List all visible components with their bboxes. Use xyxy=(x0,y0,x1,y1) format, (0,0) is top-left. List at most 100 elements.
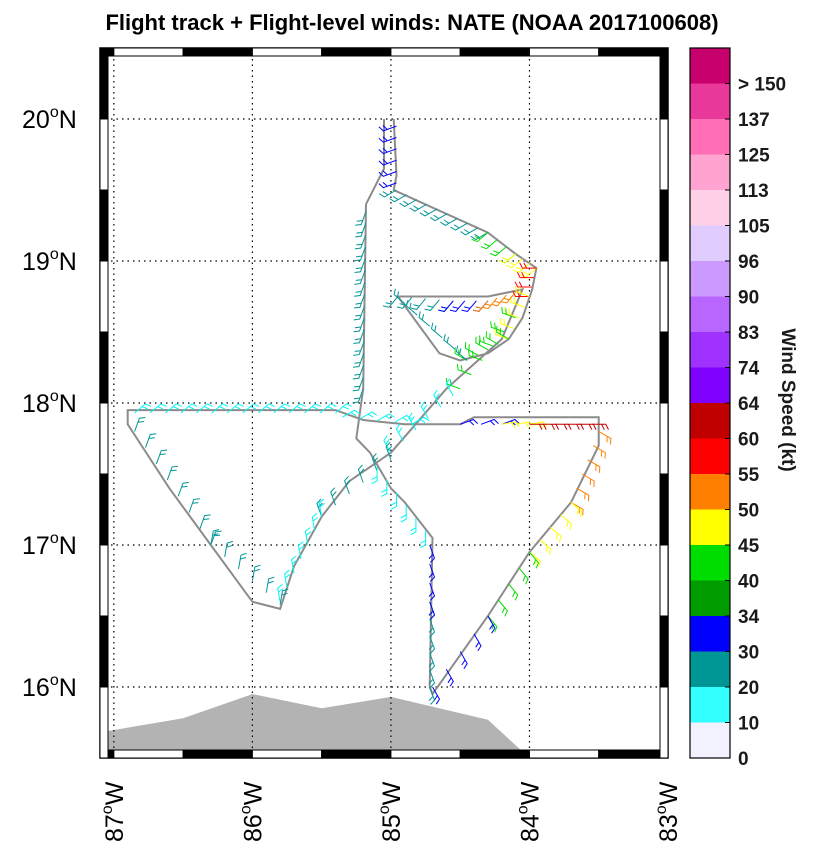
wind-barb xyxy=(251,564,261,581)
wind-barb xyxy=(454,347,468,361)
wind-barb xyxy=(549,526,562,543)
wind-barb xyxy=(165,403,182,414)
frame-tick-top xyxy=(598,47,669,57)
frame-tick-left xyxy=(99,473,109,546)
wind-barb xyxy=(440,217,458,226)
frame-tick-right xyxy=(659,331,669,404)
frame-tick-left xyxy=(99,686,109,759)
frame-tick-right xyxy=(659,615,669,688)
colorbar-tick-label: 74 xyxy=(738,359,760,380)
colorbar-bin xyxy=(690,722,730,758)
wind-barb xyxy=(379,189,397,198)
wind-barb xyxy=(357,464,365,483)
lat-tick-number: 19 xyxy=(22,248,50,276)
frame-tick-top xyxy=(113,47,184,57)
wind-barb xyxy=(288,403,306,414)
wind-barb xyxy=(499,317,515,329)
wind-barb xyxy=(265,576,275,593)
barb-group xyxy=(383,378,454,453)
wind-barb xyxy=(468,349,483,361)
barb-group xyxy=(342,409,430,425)
wind-barb xyxy=(378,136,397,143)
wind-barb xyxy=(371,453,379,472)
wind-barb xyxy=(408,412,417,431)
colorbar-title: Wind Speed (kt) xyxy=(777,328,798,471)
colorbar-bin xyxy=(690,403,730,439)
wind-barb xyxy=(455,345,468,361)
barb-group xyxy=(379,189,489,241)
wind-barb xyxy=(199,514,211,529)
wind-barb xyxy=(529,551,541,568)
wind-barb xyxy=(177,481,189,497)
wind-barb xyxy=(394,414,412,423)
barb-group xyxy=(428,544,436,620)
wind-barb xyxy=(508,583,519,601)
lat-tick-label: 18oN xyxy=(22,388,77,418)
wind-barb xyxy=(304,527,312,546)
wind-barb xyxy=(226,403,244,414)
colorbar-bin xyxy=(690,509,730,545)
wind-barb xyxy=(470,232,489,241)
wind-barb xyxy=(353,305,365,321)
lat-hemisphere: N xyxy=(59,248,77,276)
colorbar-tick-label: 96 xyxy=(738,252,759,273)
graticule xyxy=(100,48,668,758)
lon-hemisphere: W xyxy=(378,781,406,805)
map-plot-area xyxy=(99,47,669,759)
frame-tick-bottom xyxy=(113,749,184,759)
wind-barb xyxy=(506,258,523,269)
wind-barb xyxy=(238,552,247,569)
frame-tick-top xyxy=(321,47,392,57)
wind-barb xyxy=(352,364,365,380)
frame-tick-left xyxy=(99,331,109,404)
wind-barb xyxy=(450,222,468,231)
wind-barb xyxy=(430,322,443,339)
wind-barb xyxy=(134,403,152,414)
wind-barb xyxy=(460,418,479,426)
wind-barb xyxy=(514,281,532,288)
frame-tick-bottom xyxy=(598,749,669,759)
wind-barb xyxy=(539,539,552,555)
barb-group xyxy=(134,403,352,414)
lat-tick-number: 17 xyxy=(22,532,50,560)
wind-barb xyxy=(311,513,319,531)
wind-barb xyxy=(496,326,509,340)
figure-title: Flight track + Flight-level winds: NATE … xyxy=(105,10,718,35)
lat-tick-label: 20oN xyxy=(22,104,77,134)
colorbar-bin xyxy=(690,332,730,368)
frame-tick-right xyxy=(659,260,669,333)
colorbar-tick-label: 45 xyxy=(738,536,760,557)
wind-barb xyxy=(395,423,404,442)
wind-barb xyxy=(428,544,436,563)
colorbar-bin xyxy=(690,367,730,403)
wind-barb xyxy=(570,501,584,516)
colorbar-bin xyxy=(690,545,730,581)
wind-barb xyxy=(382,296,399,308)
wind-barb xyxy=(378,125,397,132)
colorbar-bin xyxy=(690,687,730,723)
degree-symbol: o xyxy=(50,388,59,405)
colorbar-tick-label: > 150 xyxy=(738,75,786,96)
wind-barb xyxy=(290,555,298,574)
colorbar-tick-label: 90 xyxy=(738,288,759,309)
wind-barb xyxy=(411,416,430,425)
wind-barb xyxy=(409,203,428,212)
wind-barb xyxy=(180,403,198,414)
frame-tick-top xyxy=(528,47,600,57)
lon-tick-number: 84 xyxy=(516,814,544,842)
wind-barb xyxy=(420,401,429,419)
barb-group xyxy=(134,417,222,546)
wind-barb xyxy=(396,297,413,309)
wind-barb xyxy=(443,334,456,350)
colorbar-tick-label: 64 xyxy=(738,394,760,415)
lon-tick-label: 87oW xyxy=(99,781,129,842)
wind-barb xyxy=(355,222,367,238)
barb-group xyxy=(378,125,397,189)
wind-barb xyxy=(352,376,364,392)
frame-tick-bottom xyxy=(182,749,253,759)
colorbar-bin xyxy=(690,296,730,332)
frame-tick-bottom xyxy=(390,749,461,759)
wind-barb xyxy=(273,403,291,414)
